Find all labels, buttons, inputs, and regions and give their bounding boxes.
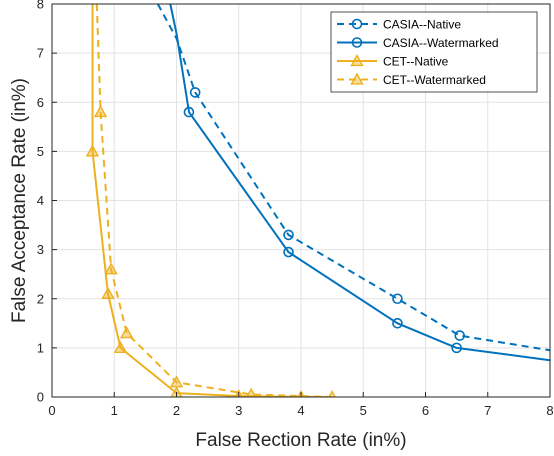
y-tick-label: 3	[37, 242, 44, 257]
y-tick-label: 0	[37, 390, 44, 405]
series-4	[93, 4, 336, 397]
x-axis-label: False Rection Rate (in%)	[195, 430, 406, 451]
legend-label: CASIA--Native	[383, 17, 461, 31]
x-tick-label: 2	[173, 403, 180, 418]
legend-marker	[350, 72, 364, 85]
legend: CASIA--Native CASIA--Watermarked CET--Nati…	[330, 11, 538, 93]
series-marker	[104, 262, 118, 275]
y-tick-label: 4	[37, 193, 44, 208]
series-marker	[85, 144, 100, 157]
x-tick-label: 0	[48, 403, 55, 418]
y-tick-label: 8	[37, 0, 44, 12]
y-tick-label: 5	[37, 144, 44, 159]
series-marker	[392, 318, 403, 329]
series-marker	[101, 286, 115, 299]
y-tick-label: 6	[37, 95, 44, 110]
series-marker	[283, 229, 294, 241]
series-3	[85, 4, 333, 397]
series-line	[95, 4, 333, 397]
series-marker	[169, 375, 184, 388]
series-marker	[283, 246, 294, 258]
series-line	[169, 4, 550, 362]
series-marker	[454, 330, 466, 341]
series-marker	[113, 340, 128, 353]
x-tick-label: 3	[235, 403, 242, 418]
series-layer	[85, 4, 550, 397]
ticks: 0 1 2 3 4 5 6 7 8 0 1 2 3 4 5 6 7 8	[37, 0, 554, 418]
series-marker	[93, 105, 108, 118]
legend-label: CET--Watermarked	[383, 73, 486, 87]
series-2	[169, 4, 550, 362]
series-marker	[392, 293, 403, 305]
legend-marker	[351, 18, 363, 30]
series-marker	[189, 87, 201, 98]
x-tick-label: 1	[111, 403, 118, 418]
y-tick-label: 1	[37, 340, 44, 355]
x-tick-label: 5	[360, 403, 367, 418]
x-tick-label: 6	[422, 403, 429, 418]
y-tick-label: 7	[37, 46, 44, 61]
y-axis-label: False Acceptance Rate (in%)	[9, 78, 30, 323]
series-marker	[245, 387, 257, 397]
series-marker	[451, 342, 462, 354]
legend-marker	[350, 54, 364, 67]
series-marker	[120, 326, 134, 339]
legend-label: CASIA--Watermarked	[383, 36, 499, 50]
series-marker	[183, 106, 195, 118]
legend-marker	[351, 37, 363, 48]
x-tick-label: 8	[546, 403, 553, 418]
x-tick-label: 4	[297, 403, 304, 418]
y-tick-label: 2	[37, 291, 44, 306]
x-tick-label: 7	[484, 403, 491, 418]
legend-label: CET--Native	[383, 54, 449, 68]
series-marker	[328, 390, 336, 397]
